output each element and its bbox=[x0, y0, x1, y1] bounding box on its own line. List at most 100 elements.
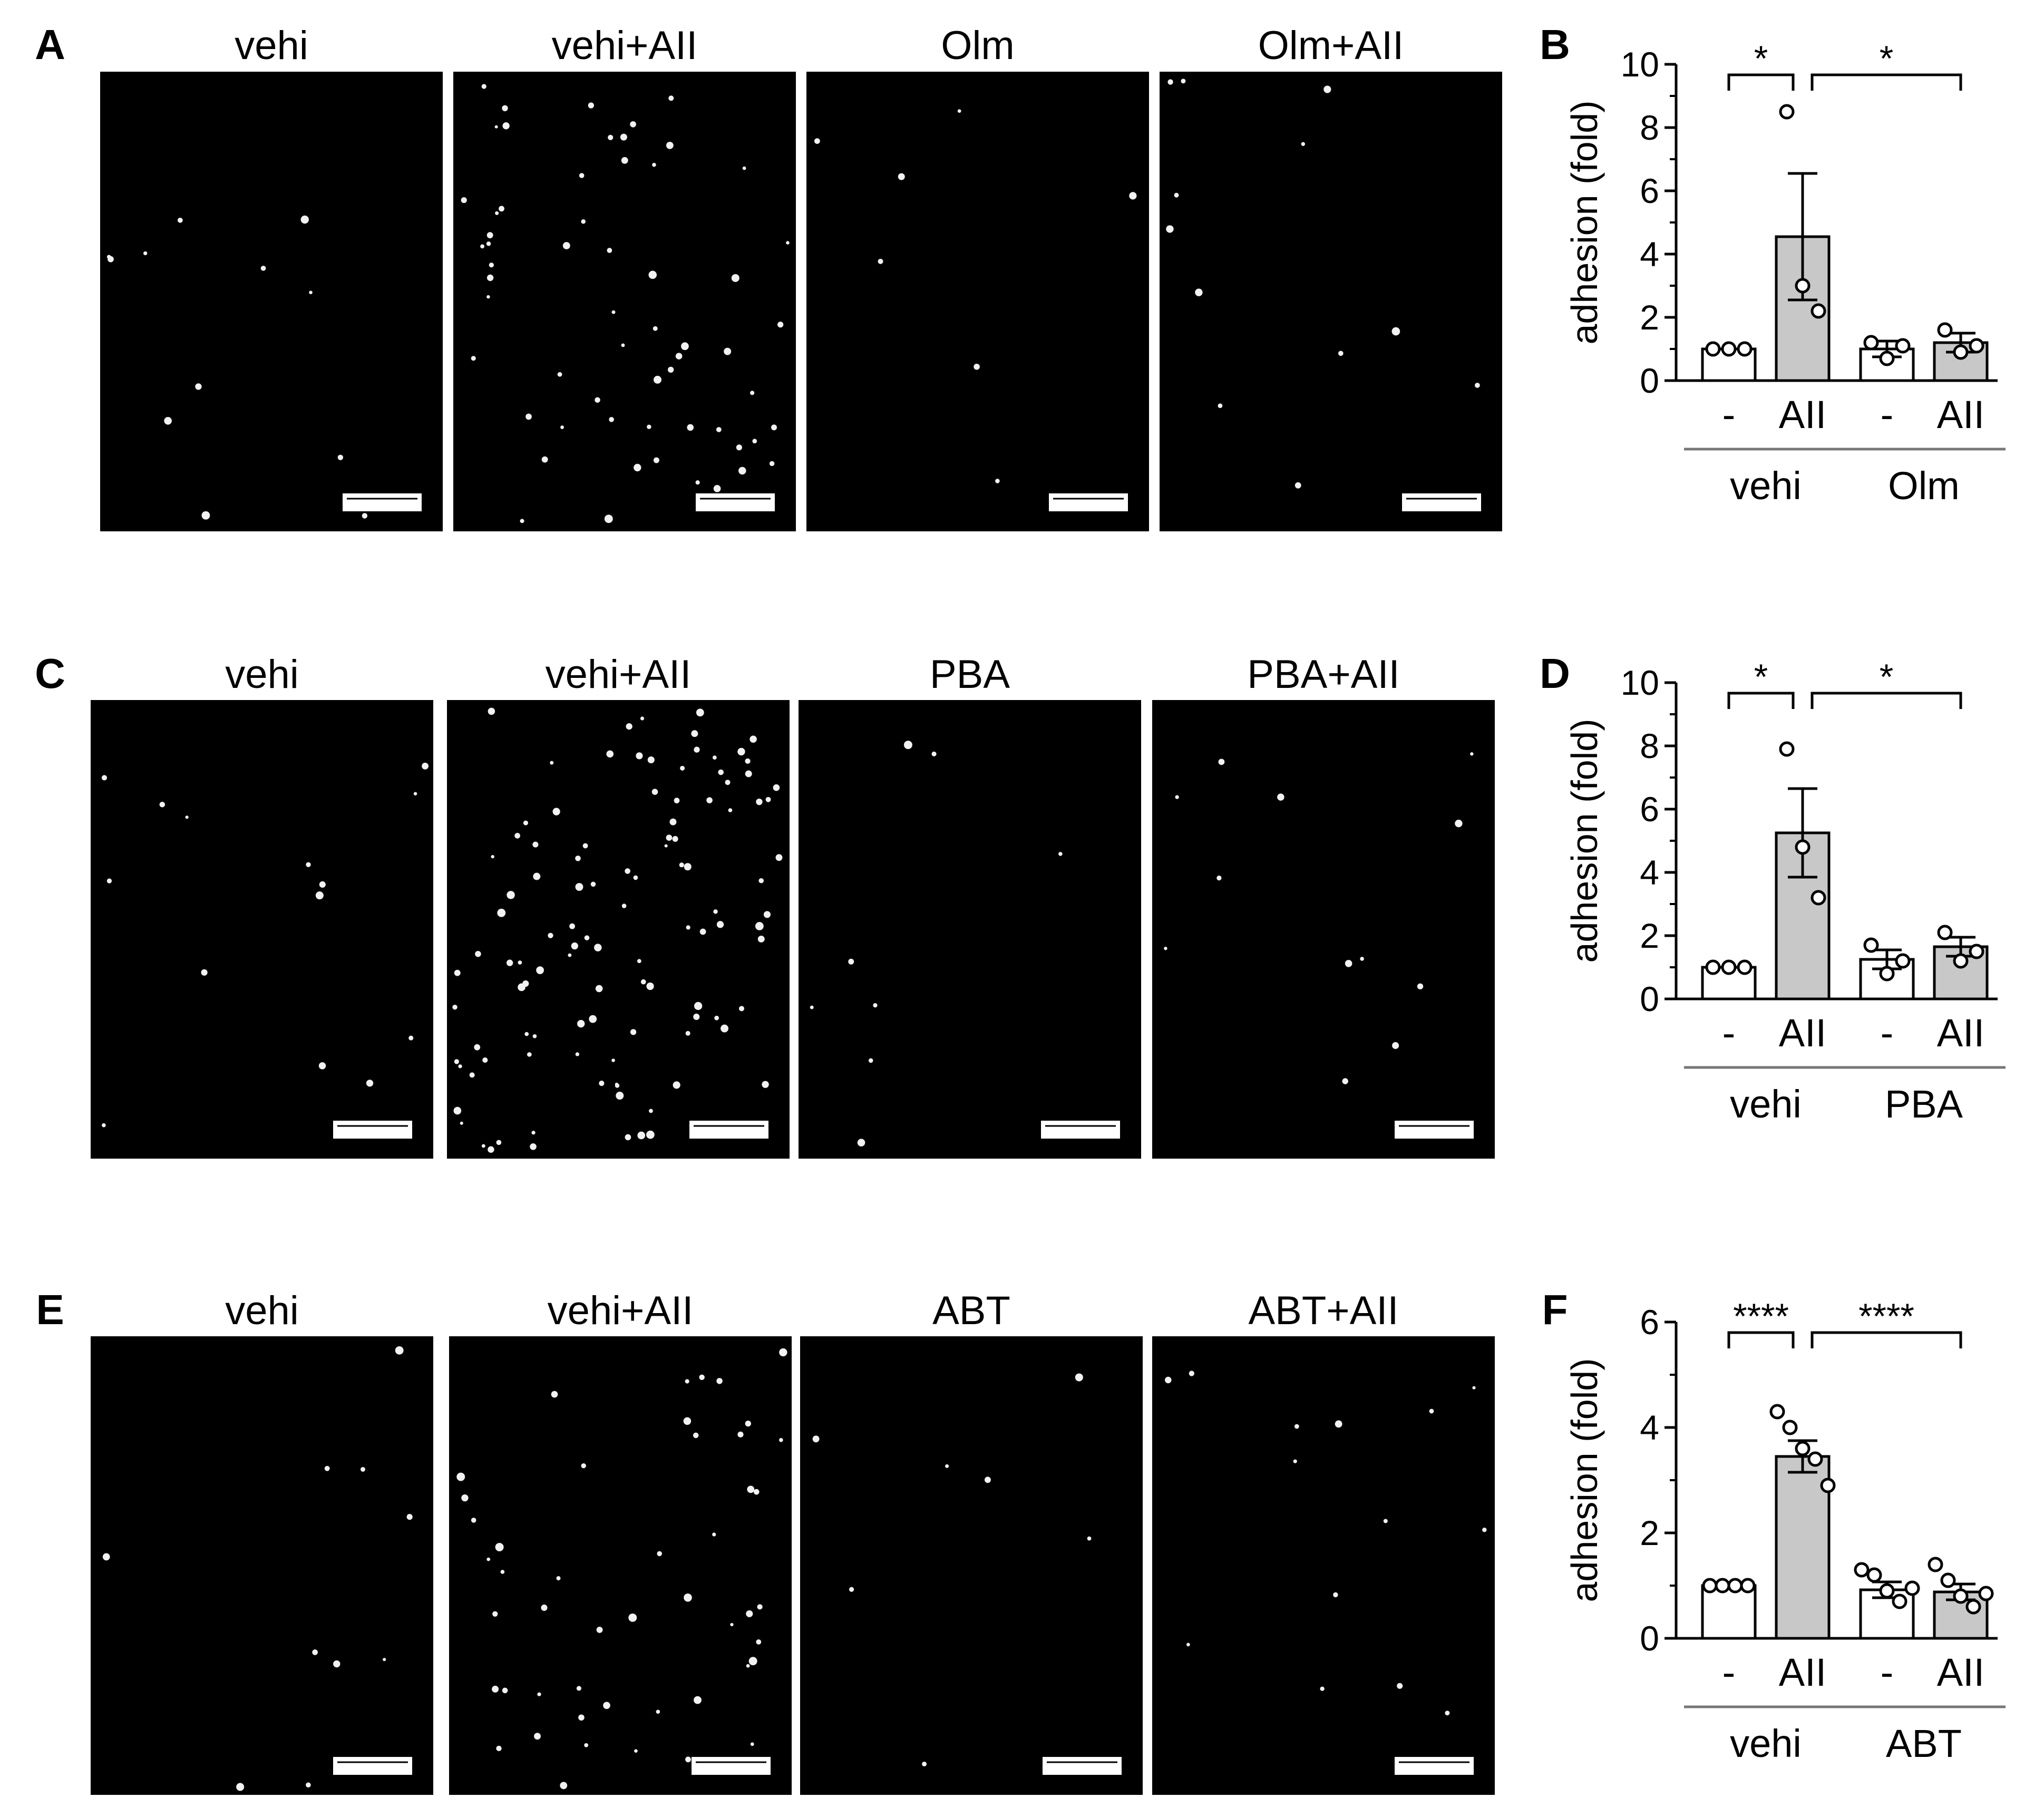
cell-dot bbox=[683, 1417, 692, 1425]
significance-label: * bbox=[1754, 657, 1768, 697]
cell-dot bbox=[581, 219, 586, 224]
cell-dot bbox=[306, 1782, 311, 1788]
cell-dot bbox=[737, 1431, 744, 1437]
data-point bbox=[1721, 341, 1737, 357]
cell-dot bbox=[752, 439, 757, 444]
cell-dot bbox=[753, 1489, 760, 1495]
data-point bbox=[1879, 351, 1895, 366]
cell-dot bbox=[530, 1143, 537, 1150]
cell-dot bbox=[757, 1604, 763, 1610]
image-title: PBA+AII bbox=[1247, 652, 1399, 697]
y-tick-label: 10 bbox=[1621, 663, 1659, 702]
micrograph-4: PBA+AII bbox=[1152, 652, 1495, 1159]
x-category-label: AII bbox=[1779, 1011, 1826, 1055]
cell-dot bbox=[694, 1696, 702, 1704]
cell-dot bbox=[560, 425, 564, 429]
cell-dot bbox=[974, 363, 980, 370]
data-point bbox=[1863, 335, 1879, 351]
cell-dot bbox=[495, 211, 499, 215]
cell-dot bbox=[523, 820, 528, 825]
cell-dot bbox=[848, 958, 854, 965]
cell-dot bbox=[1383, 1519, 1388, 1523]
cell-dot bbox=[756, 1639, 762, 1645]
cell-dot bbox=[668, 95, 674, 101]
cell-dot bbox=[486, 1557, 491, 1561]
cell-dot bbox=[684, 863, 692, 871]
micrograph-2: vehi+AII bbox=[447, 652, 790, 1159]
cell-dot bbox=[486, 232, 493, 239]
cell-dot bbox=[177, 217, 183, 223]
cell-dot bbox=[693, 1013, 700, 1021]
cell-dot bbox=[584, 1743, 589, 1747]
cell-dot bbox=[687, 424, 694, 431]
image-title: ABT+AII bbox=[1248, 1288, 1398, 1333]
cell-dot bbox=[471, 1518, 476, 1523]
cell-dot bbox=[496, 1745, 502, 1751]
data-point bbox=[1705, 341, 1721, 357]
micrograph-1: vehi bbox=[100, 23, 443, 531]
cell-dot bbox=[651, 789, 658, 795]
micrograph-3: PBA bbox=[799, 652, 1141, 1159]
cell-dot bbox=[456, 1472, 465, 1481]
cell-dot bbox=[527, 1052, 532, 1057]
bar bbox=[1775, 1455, 1831, 1640]
cell-dot bbox=[646, 982, 654, 990]
cell-dot bbox=[102, 1123, 106, 1128]
micrograph-1: vehi bbox=[91, 652, 433, 1159]
cell-dot bbox=[633, 875, 638, 880]
cell-dot bbox=[1216, 875, 1222, 881]
cell-dot bbox=[684, 1594, 692, 1602]
micrograph-background bbox=[449, 1336, 792, 1795]
panel-letter: B bbox=[1540, 21, 1570, 68]
cell-dot bbox=[541, 456, 548, 463]
cell-dot bbox=[556, 1576, 561, 1581]
data-point bbox=[1879, 966, 1895, 982]
significance-label: * bbox=[1880, 657, 1893, 697]
cell-dot bbox=[1320, 1686, 1325, 1691]
y-tick-label: 2 bbox=[1640, 1513, 1659, 1552]
micrograph-3: ABT bbox=[800, 1288, 1143, 1795]
cell-dot bbox=[488, 707, 495, 715]
cell-dot bbox=[315, 891, 324, 900]
data-point bbox=[1795, 1441, 1811, 1456]
cell-dot bbox=[679, 862, 684, 868]
group-label: PBA bbox=[1885, 1082, 1963, 1126]
cell-dot bbox=[922, 1761, 927, 1766]
panel-letter: F bbox=[1542, 1286, 1568, 1333]
data-point bbox=[1978, 1586, 1994, 1601]
cell-dot bbox=[106, 878, 112, 883]
cell-dot bbox=[695, 480, 700, 485]
cell-dot bbox=[713, 485, 721, 492]
cell-dot bbox=[736, 444, 742, 451]
y-axis-label: adhesion (fold) bbox=[1564, 1358, 1605, 1602]
image-title: vehi bbox=[235, 23, 308, 68]
cell-dot bbox=[524, 1032, 529, 1036]
cell-dot bbox=[636, 752, 643, 760]
data-point bbox=[1705, 959, 1721, 975]
x-category-label: - bbox=[1722, 1650, 1736, 1694]
cell-dot bbox=[634, 1749, 638, 1753]
data-point bbox=[1811, 890, 1826, 906]
cell-dot bbox=[488, 1146, 494, 1153]
cell-dot bbox=[1075, 1373, 1083, 1382]
cell-dot bbox=[1218, 759, 1225, 765]
cell-dot bbox=[634, 463, 641, 472]
micrograph-background bbox=[1152, 700, 1495, 1159]
cell-dot bbox=[758, 878, 764, 883]
cell-dot bbox=[408, 1035, 414, 1041]
data-point bbox=[1940, 1572, 1956, 1588]
cell-dot bbox=[621, 157, 628, 164]
x-category-label: - bbox=[1722, 393, 1736, 436]
cell-dot bbox=[590, 881, 596, 887]
micrograph-background bbox=[806, 72, 1149, 531]
cell-dot bbox=[674, 798, 680, 804]
cell-dot bbox=[1417, 983, 1424, 989]
image-title: vehi+AII bbox=[552, 23, 698, 68]
cell-dot bbox=[747, 1485, 755, 1493]
cell-dot bbox=[201, 969, 208, 976]
micrograph-2: vehi+AII bbox=[449, 1288, 792, 1795]
cell-dot bbox=[312, 1649, 318, 1655]
